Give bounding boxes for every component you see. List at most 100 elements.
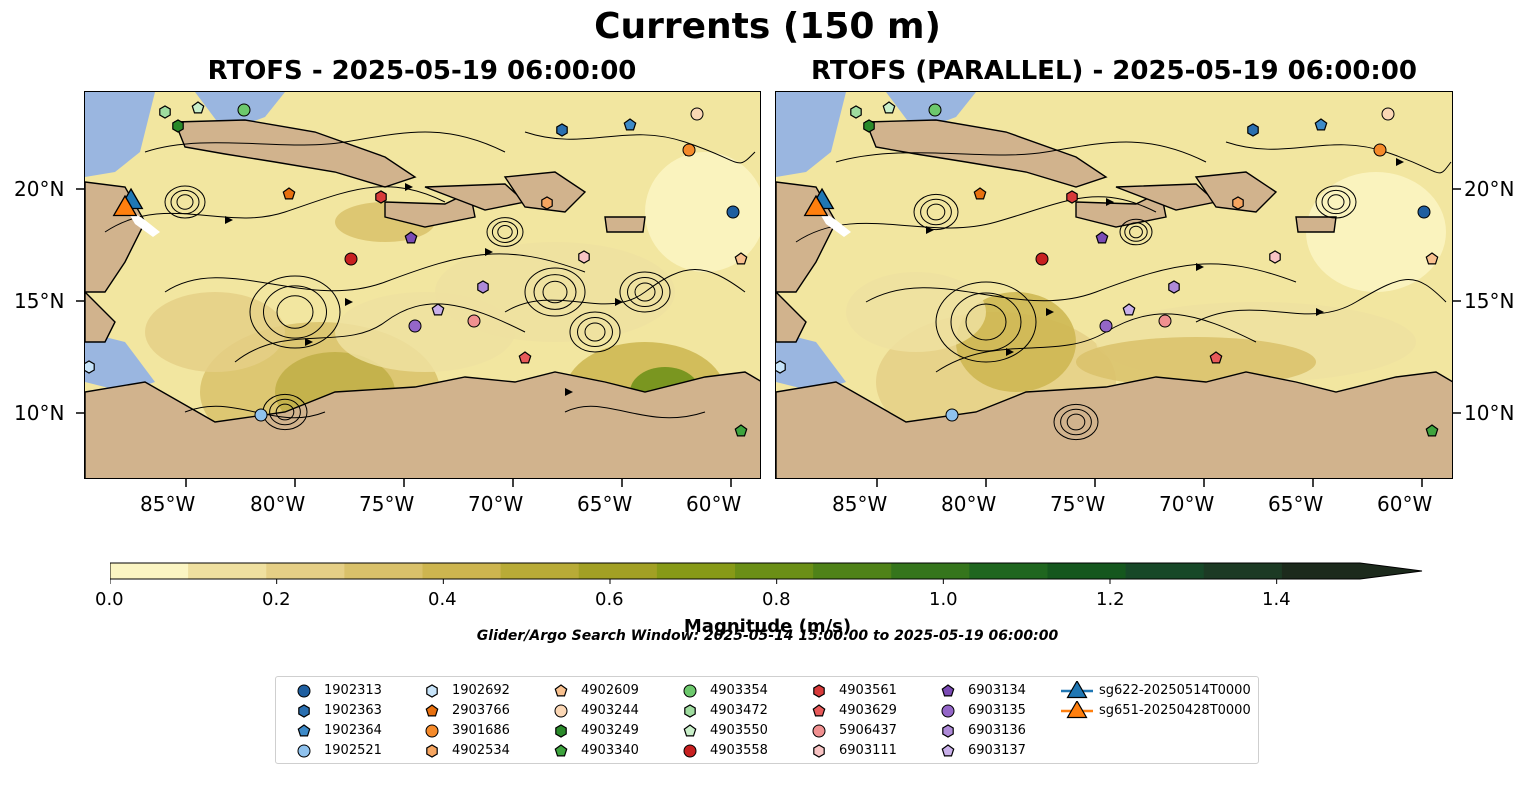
legend-item-label: 4903550 <box>710 723 768 738</box>
hexagon-marker-icon <box>684 704 696 718</box>
current-speed-region <box>846 272 986 352</box>
argo-float-marker <box>945 408 959 422</box>
argo-float-marker <box>726 205 740 219</box>
legend-marker <box>812 724 826 738</box>
argo-float-marker <box>408 319 422 333</box>
right-lon-tick: 70°W <box>1159 492 1215 516</box>
eddy-streamline <box>1129 225 1143 239</box>
streamline <box>524 131 756 164</box>
left-lat-tick: 15°N <box>14 289 65 313</box>
colorbar-segment <box>1125 563 1205 579</box>
streamline <box>795 196 1157 243</box>
hexagon-marker-icon <box>942 724 954 738</box>
eddy-streamline <box>497 225 513 239</box>
argo-float-marker <box>1122 303 1136 316</box>
colorbar-tick: 1.4 <box>1262 589 1291 610</box>
streamline-arrowhead <box>1396 158 1404 166</box>
figure-title: Currents (150 m) <box>594 6 941 47</box>
argo-float-marker <box>159 105 171 119</box>
right-lon-tick: 75°W <box>1050 492 1106 516</box>
ocean-patch <box>776 332 846 392</box>
legend-item-label: 2903766 <box>452 703 510 718</box>
legend-item-label: 4903561 <box>839 683 897 698</box>
pentagon-marker-icon <box>425 704 439 717</box>
streamline-arrowhead <box>1046 308 1054 316</box>
current-speed-region <box>1306 172 1446 292</box>
colorbar-segment <box>656 563 736 579</box>
argo-float-marker <box>690 107 704 121</box>
legend-item-label: 5906437 <box>839 723 897 738</box>
streamline <box>164 253 586 293</box>
legend-item-label: 4903354 <box>710 683 768 698</box>
pentagon-marker-icon <box>941 684 955 697</box>
glider-sg651-marker <box>803 194 829 217</box>
legend-marker <box>683 724 697 737</box>
streamline <box>144 131 506 153</box>
right-lon-tick: 60°W <box>1377 492 1433 516</box>
pentagon-marker-icon <box>554 684 568 697</box>
legend-marker <box>813 684 825 698</box>
ocean-patch <box>85 332 155 392</box>
eddy-streamline <box>486 217 524 247</box>
argo-float-marker <box>1035 252 1049 266</box>
legend-marker <box>425 704 439 717</box>
argo-float-marker <box>518 351 532 364</box>
eddy-streamline <box>269 398 301 426</box>
left-lon-tick: 75°W <box>359 492 415 516</box>
pentagon-marker-icon <box>297 724 311 737</box>
eddy-streamline <box>170 189 200 215</box>
eddy-streamline <box>1124 222 1148 242</box>
colorbar-segment <box>422 563 502 579</box>
legend: 1902313 1902363 1902364 1902521 1902692 29037… <box>275 676 1259 764</box>
legend-item-label: sg651-20250428T0000 <box>1099 703 1251 718</box>
hexagon-marker-icon <box>813 684 825 698</box>
legend-item-label: 4903558 <box>710 743 768 758</box>
left-lon-tick: 65°W <box>577 492 633 516</box>
hexagon-marker-icon <box>426 684 438 698</box>
legend-marker <box>941 744 955 757</box>
eddy-streamline <box>524 267 586 317</box>
legend-marker <box>297 744 311 758</box>
legend-item-label: 4903249 <box>581 723 639 738</box>
streamline <box>104 186 446 233</box>
right-lon-tick: 80°W <box>941 492 997 516</box>
colorbar-segment <box>266 563 345 579</box>
right-map-panel <box>775 91 1453 479</box>
streamline-arrowhead <box>1316 308 1324 316</box>
circle-marker-icon <box>683 744 697 758</box>
argo-float-marker <box>404 231 418 244</box>
argo-float-marker <box>1373 143 1387 157</box>
eddy-streamline <box>577 317 613 347</box>
argo-float-marker <box>776 360 786 374</box>
colorbar-extend-arrow <box>1360 563 1422 579</box>
colorbar-outline <box>110 562 1423 580</box>
legend-item-label: 4903244 <box>581 703 639 718</box>
legend-item-label: 3901686 <box>452 723 510 738</box>
puerto-rico-land <box>604 216 646 233</box>
eddy-streamline <box>965 303 1007 341</box>
legend-marker <box>554 744 568 757</box>
argo-float-marker <box>1209 351 1223 364</box>
streamline <box>184 405 326 419</box>
hexagon-marker-icon <box>555 724 567 738</box>
circle-marker-icon <box>297 684 311 698</box>
streamline-arrowhead <box>1106 198 1114 206</box>
argo-float-marker <box>282 187 296 200</box>
colorbar-tick: 0.2 <box>262 589 291 610</box>
eddy-streamline <box>913 193 959 231</box>
left-lon-tick: 85°W <box>140 492 196 516</box>
eddy-streamline <box>634 282 656 302</box>
colorbar-tick: 1.2 <box>1096 589 1125 610</box>
eddy-streamline <box>249 275 341 349</box>
right-lon-tick: 85°W <box>832 492 888 516</box>
colorbar-segment <box>1281 563 1361 579</box>
circle-marker-icon <box>941 704 955 718</box>
argo-float-marker <box>1168 280 1180 294</box>
argo-float-marker <box>734 424 748 437</box>
argo-float-marker <box>863 119 875 133</box>
argo-float-marker <box>191 101 205 114</box>
argo-float-marker <box>375 190 387 204</box>
streamline-arrowhead <box>926 226 934 234</box>
colorbar-segment <box>110 563 189 579</box>
eddy-streamline <box>935 281 1037 363</box>
